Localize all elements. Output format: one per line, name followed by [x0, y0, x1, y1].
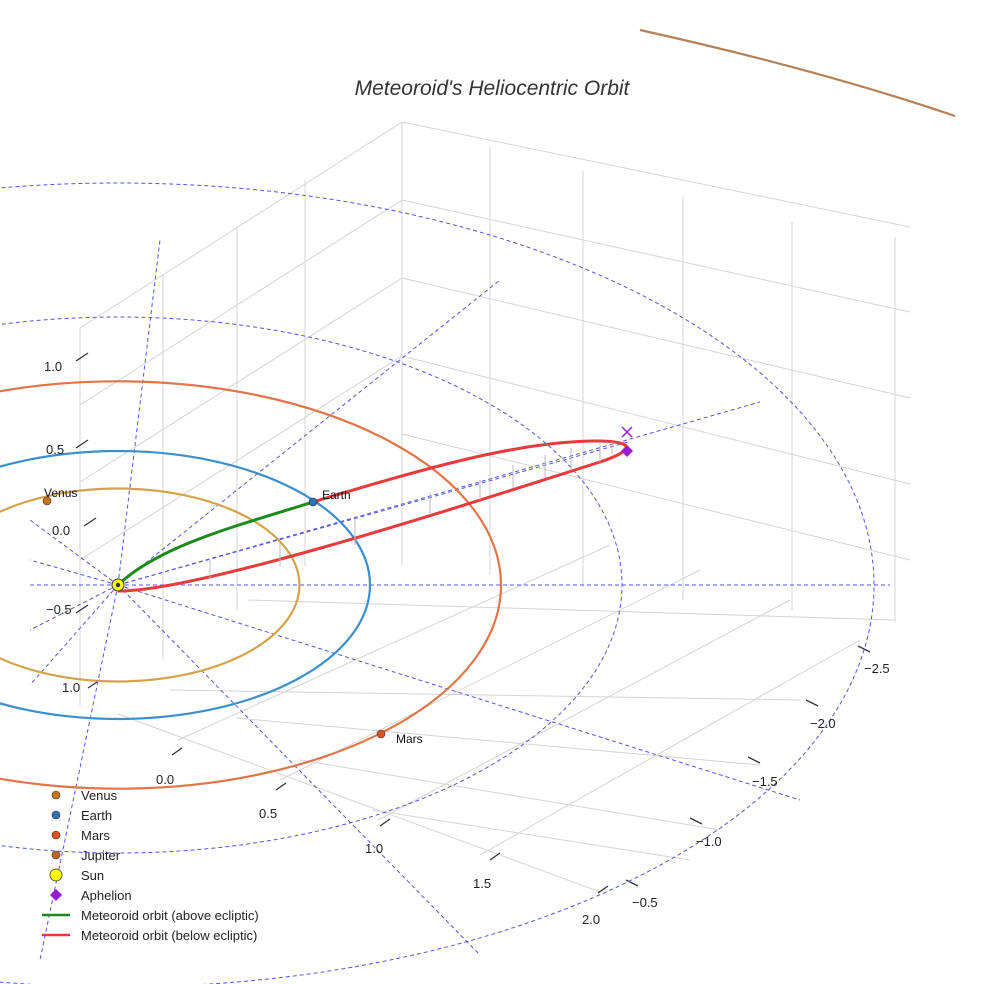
- legend-item: Sun: [49, 868, 104, 883]
- meteoroid-orbit-below: [117, 439, 628, 593]
- reference-ray: [117, 584, 801, 801]
- mars-marker: [376, 729, 386, 739]
- sun-center-dot: [115, 582, 121, 588]
- legend-marker: [51, 850, 61, 860]
- x-tick-label: −1.0: [696, 834, 722, 849]
- z-tick-label: −0.5: [46, 602, 72, 617]
- reference-ray: [117, 584, 481, 956]
- axis-tick-marks: [75, 352, 871, 894]
- z-tick-label: 1.0: [44, 359, 62, 374]
- x-tick-label: −2.0: [810, 716, 836, 731]
- chart-title: Meteoroid's Heliocentric Orbit: [355, 77, 631, 100]
- reference-lines: [0, 182, 890, 984]
- aphelion-marker: [621, 445, 633, 457]
- z-tick-label: 1.0: [62, 680, 80, 695]
- earth-marker: [308, 497, 318, 507]
- legend-label: Aphelion: [81, 888, 132, 903]
- x-tick-label: −0.5: [632, 895, 658, 910]
- legend-label: Sun: [81, 868, 104, 883]
- legend-label: Earth: [81, 808, 112, 823]
- reference-ray: [117, 239, 161, 586]
- mars-label: Mars: [396, 732, 423, 746]
- venus-label: Venus: [44, 486, 77, 500]
- earth-label: Earth: [322, 488, 351, 502]
- grid-lines: [79, 121, 911, 893]
- legend-marker: [51, 810, 61, 820]
- x-tick-label: −1.5: [752, 774, 778, 789]
- x-axis-tick-labels: −2.5 −2.0 −1.5 −1.0 −0.5: [632, 661, 890, 910]
- legend-item: Jupiter: [51, 848, 121, 863]
- legend-label: Mars: [81, 828, 110, 843]
- legend-item: Mars: [51, 828, 110, 843]
- z-tick-label: 0.5: [46, 442, 64, 457]
- legend-marker: [51, 830, 61, 840]
- reference-ray: [117, 279, 501, 586]
- reference-ray: [29, 584, 119, 686]
- legend-marker: [51, 790, 61, 800]
- planet-orbits: [0, 28, 956, 790]
- reference-ray: [29, 519, 119, 586]
- z-axis-tick-labels: 1.0 0.5 0.0 −0.5 1.0: [44, 359, 80, 695]
- y-tick-label: 0.0: [156, 772, 174, 787]
- aphelion-projection-marker: [621, 426, 633, 438]
- y-tick-label: 2.0: [582, 912, 600, 927]
- earth-orbit: [0, 449, 372, 721]
- legend-item: Meteoroid orbit (below ecliptic): [42, 928, 257, 943]
- reference-ray: [29, 584, 119, 631]
- legend-label: Meteoroid orbit (above ecliptic): [81, 908, 259, 923]
- reference-ray: [39, 584, 119, 961]
- reference-ray: [29, 559, 119, 586]
- y-tick-label: 1.0: [365, 841, 383, 856]
- legend-item: Aphelion: [50, 888, 132, 903]
- reference-ring: [0, 182, 875, 984]
- legend-label: Jupiter: [81, 848, 121, 863]
- meteoroid-orbit: [116, 439, 628, 593]
- legend-marker: [49, 868, 63, 882]
- legend-label: Venus: [81, 788, 118, 803]
- venus-marker: [42, 496, 52, 506]
- jupiter-orbit: [639, 28, 956, 118]
- orbit-markers: [42, 426, 633, 739]
- legend-marker: [50, 889, 62, 901]
- mars-orbit: [0, 380, 503, 790]
- venus-orbit: [0, 487, 301, 683]
- legend-item: Meteoroid orbit (above ecliptic): [42, 908, 259, 923]
- y-axis-tick-labels: 0.0 0.5 1.0 1.5 2.0: [156, 772, 600, 927]
- x-tick-label: −2.5: [864, 661, 890, 676]
- apsidal-line: [117, 441, 629, 586]
- reference-ray: [117, 401, 761, 586]
- z-tick-label: 0.0: [52, 523, 70, 538]
- y-tick-label: 1.5: [473, 876, 491, 891]
- legend-item: Earth: [51, 808, 112, 823]
- legend-item: Venus: [51, 788, 118, 803]
- meteoroid-orbit-above: [116, 500, 314, 587]
- y-tick-label: 0.5: [259, 806, 277, 821]
- legend-label: Meteoroid orbit (below ecliptic): [81, 928, 257, 943]
- legend: Venus Earth Mars Jupiter Sun Aphelion Meteoroi…: [42, 788, 259, 943]
